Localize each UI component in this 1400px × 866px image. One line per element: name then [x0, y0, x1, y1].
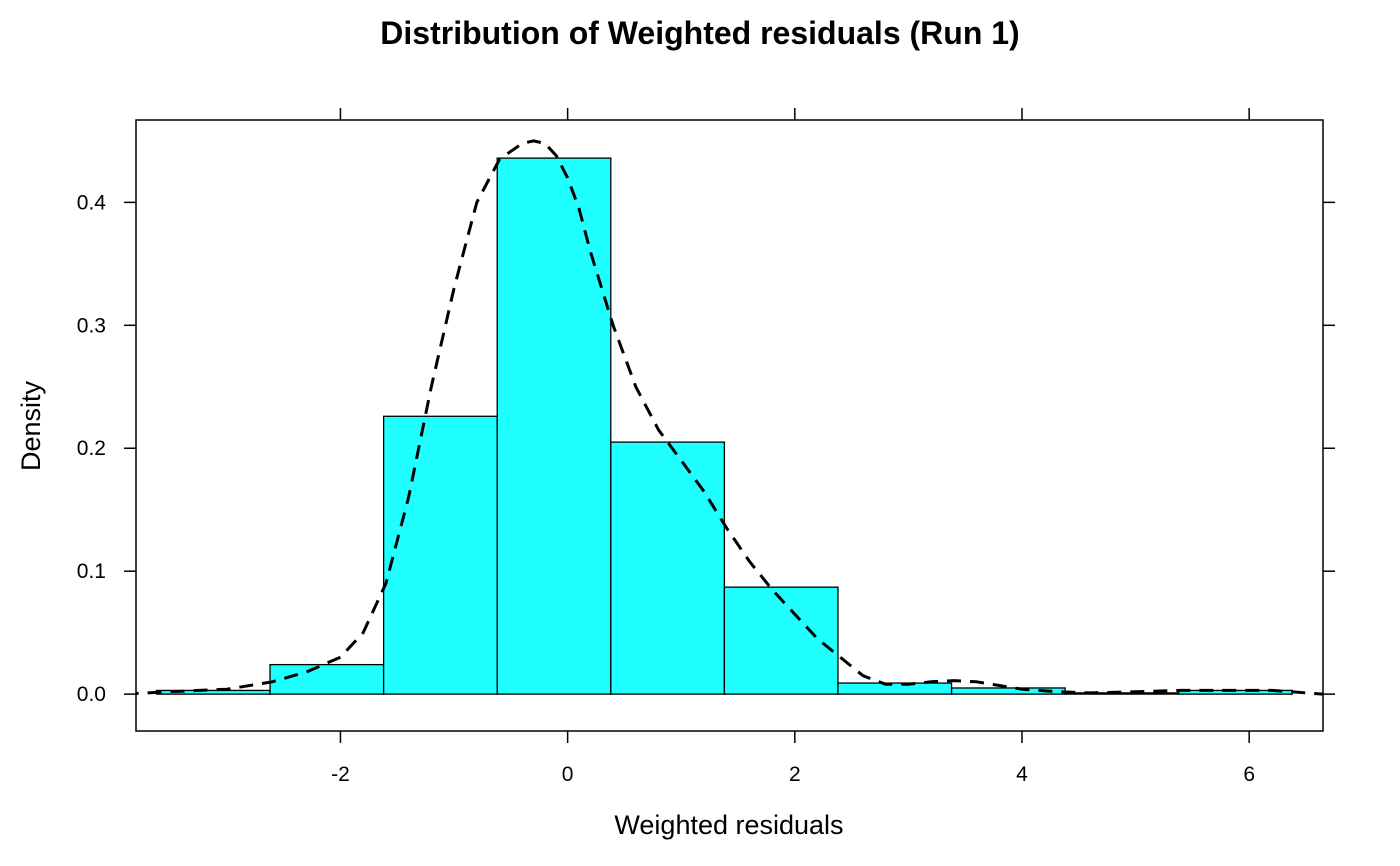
histogram-bar: [723, 586, 839, 695]
y-tick-label: 0.1: [77, 560, 106, 583]
y-tick-label: 0.2: [77, 437, 106, 460]
x-tick-label: -2: [331, 763, 350, 786]
histogram-bar: [269, 663, 385, 695]
y-axis-label: Density: [16, 380, 46, 471]
histogram-bar: [1064, 692, 1180, 695]
histogram-bar: [496, 157, 612, 695]
chart-title: Distribution of Weighted residuals (Run …: [380, 15, 1019, 51]
histogram-bar: [382, 415, 498, 695]
axes: -2 0 2 4 6 0.0 0.1 0.2 0.3 0.4: [77, 108, 1335, 786]
x-tick-label: 2: [789, 763, 801, 786]
y-tick-label: 0.0: [77, 683, 106, 706]
histogram-bar: [610, 441, 726, 695]
x-tick-label: 6: [1243, 763, 1255, 786]
plot-area: [136, 139, 1323, 696]
density-curve: [136, 139, 1323, 696]
plot-frame: [135, 119, 1324, 732]
x-tick-label: 0: [562, 763, 574, 786]
x-tick-label: 4: [1016, 763, 1028, 786]
y-tick-label: 0.3: [77, 314, 106, 337]
x-axis-label: Weighted residuals: [614, 810, 843, 840]
histogram-bar: [837, 682, 953, 695]
y-tick-label: 0.4: [77, 191, 107, 214]
